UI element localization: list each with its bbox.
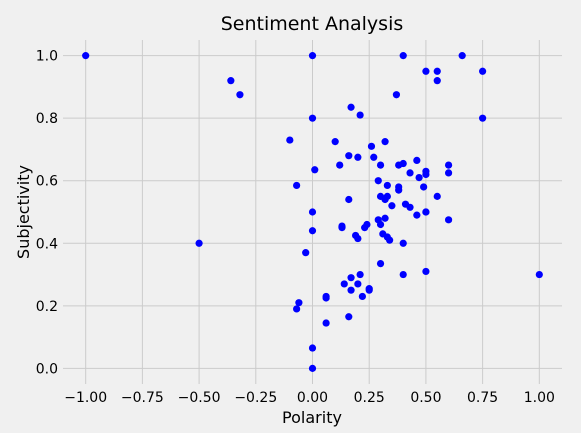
x-tick-label: 1.00 [524,390,555,406]
chart-title: Sentiment Analysis [221,13,404,35]
data-point [383,192,391,200]
data-point [444,169,453,177]
data-point [370,153,378,161]
data-point [374,177,382,185]
data-point [302,249,310,257]
data-point [413,156,421,164]
data-point [376,220,385,229]
data-point [420,183,428,191]
y-axis-ticks: 0.0 0.2 0.4 0.6 0.8 1.0 [36,49,58,378]
y-axis-label: Subjectivity [14,165,33,259]
data-point [347,286,355,294]
data-point [406,203,414,211]
x-tick-label: 0.50 [410,390,441,406]
data-point [345,152,353,160]
x-tick-label: −0.50 [178,390,221,406]
y-tick-label: 0.2 [36,299,58,315]
data-point [381,214,389,222]
data-point [399,52,407,60]
data-point [354,153,362,161]
data-point [376,260,385,268]
data-point [399,239,407,247]
data-point [293,181,301,190]
x-tick-label: −1.00 [64,390,107,406]
data-point [406,169,414,177]
y-tick-label: 0.4 [36,236,58,252]
data-point [383,181,391,190]
data-point [392,91,401,99]
data-point [293,305,301,313]
data-point [308,208,317,216]
data-point [386,236,394,244]
y-tick-label: 0.6 [36,174,58,190]
x-tick-label: 0.00 [297,390,328,406]
y-tick-label: 1.0 [36,49,58,65]
data-point [354,234,362,243]
data-point [354,280,362,288]
data-point [444,161,453,169]
data-point [308,364,317,372]
data-points [82,52,543,372]
data-point [422,267,430,276]
data-point [331,138,339,146]
data-point [347,103,355,111]
y-tick-label: 0.8 [36,111,58,127]
data-point [433,77,441,85]
data-point [422,167,430,175]
data-point [535,270,543,279]
data-point [236,91,244,99]
data-point [308,114,317,122]
data-point [395,186,403,194]
data-point [308,52,317,60]
data-point [340,280,348,288]
data-point [367,142,376,150]
data-point [295,299,303,307]
data-point [479,114,487,122]
x-tick-label: −0.25 [234,390,277,406]
data-point [363,220,371,229]
x-axis-label: Polarity [282,408,342,427]
data-point [433,192,441,200]
data-point [322,319,330,327]
data-point [347,274,355,282]
data-point [195,239,203,247]
data-point [381,138,389,146]
data-point [311,166,319,174]
data-point [286,136,294,144]
data-point [338,222,346,230]
y-tick-label: 0.0 [36,361,58,377]
data-point [422,67,430,75]
data-point [365,285,373,293]
data-point [308,227,317,235]
data-point [415,174,423,182]
data-point [345,313,353,321]
data-point [388,202,396,210]
data-point [356,111,364,119]
data-point [356,270,364,279]
data-point [433,67,441,75]
data-point [399,159,407,168]
data-point [227,77,235,85]
data-point [479,67,487,75]
x-axis-ticks: −1.00 −0.75 −0.50 −0.25 0.00 0.25 0.50 0.75 1.00 [64,390,555,406]
data-point [322,294,330,302]
x-tick-label: 0.75 [467,390,498,406]
data-point [444,216,453,224]
data-point [458,52,466,60]
data-point [399,270,407,279]
data-point [358,292,366,301]
data-point [336,161,344,169]
x-tick-label: 0.25 [354,390,385,406]
data-point [308,344,317,352]
data-point [82,52,90,60]
data-point [376,161,385,169]
x-tick-label: −0.75 [121,390,164,406]
data-point [422,208,430,216]
data-point [413,211,421,219]
data-point [345,195,353,204]
